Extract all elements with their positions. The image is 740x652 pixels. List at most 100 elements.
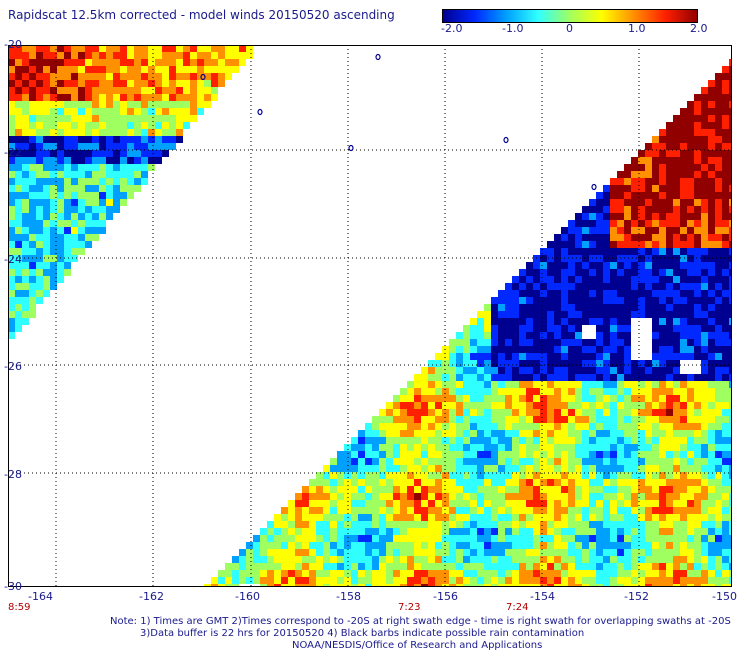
data-cell bbox=[680, 318, 687, 325]
data-cell bbox=[449, 500, 456, 507]
data-cell bbox=[652, 507, 659, 514]
data-cell bbox=[337, 535, 344, 542]
data-cell bbox=[106, 87, 113, 94]
data-cell bbox=[729, 73, 732, 80]
data-cell bbox=[512, 486, 519, 493]
data-cell bbox=[624, 234, 631, 241]
data-cell bbox=[659, 437, 666, 444]
data-cell bbox=[113, 178, 120, 185]
colorbar-tick-label: 0 bbox=[566, 22, 573, 35]
data-cell bbox=[414, 402, 421, 409]
data-cell bbox=[645, 157, 652, 164]
data-cell bbox=[50, 87, 57, 94]
data-cell bbox=[57, 129, 64, 136]
data-cell bbox=[491, 346, 498, 353]
data-cell bbox=[526, 521, 533, 528]
data-cell bbox=[85, 45, 92, 52]
data-cell bbox=[589, 549, 596, 556]
data-cell bbox=[666, 465, 673, 472]
data-cell bbox=[50, 45, 57, 52]
data-cell bbox=[15, 325, 22, 332]
data-cell bbox=[582, 493, 589, 500]
data-cell bbox=[351, 577, 358, 584]
data-cell bbox=[8, 332, 15, 339]
data-cell bbox=[127, 122, 134, 129]
data-cell bbox=[568, 444, 575, 451]
data-cell bbox=[582, 409, 589, 416]
data-cell bbox=[582, 304, 589, 311]
data-cell bbox=[407, 472, 414, 479]
data-cell bbox=[43, 199, 50, 206]
data-cell bbox=[8, 73, 15, 80]
data-cell bbox=[603, 395, 610, 402]
data-cell bbox=[729, 122, 732, 129]
data-cell bbox=[337, 493, 344, 500]
data-cell bbox=[715, 136, 722, 143]
data-cell bbox=[729, 549, 732, 556]
data-cell bbox=[540, 535, 547, 542]
data-cell bbox=[575, 213, 582, 220]
data-cell bbox=[582, 556, 589, 563]
data-cell bbox=[582, 500, 589, 507]
data-cell bbox=[407, 451, 414, 458]
data-cell bbox=[365, 465, 372, 472]
data-cell bbox=[407, 402, 414, 409]
data-cell bbox=[540, 367, 547, 374]
data-cell bbox=[204, 52, 211, 59]
data-cell bbox=[148, 101, 155, 108]
data-cell bbox=[148, 87, 155, 94]
data-cell bbox=[22, 164, 29, 171]
data-cell bbox=[547, 318, 554, 325]
data-cell bbox=[589, 416, 596, 423]
data-cell bbox=[323, 570, 330, 577]
data-cell bbox=[652, 227, 659, 234]
data-cell bbox=[680, 255, 687, 262]
data-cell bbox=[708, 437, 715, 444]
data-cell bbox=[351, 458, 358, 465]
data-cell bbox=[631, 157, 638, 164]
data-cell bbox=[631, 262, 638, 269]
data-cell bbox=[239, 59, 246, 66]
data-cell bbox=[638, 458, 645, 465]
data-cell bbox=[575, 276, 582, 283]
data-cell bbox=[442, 451, 449, 458]
data-cell bbox=[547, 493, 554, 500]
data-cell bbox=[22, 192, 29, 199]
data-cell bbox=[295, 556, 302, 563]
data-cell bbox=[358, 458, 365, 465]
data-cell bbox=[295, 500, 302, 507]
data-cell bbox=[421, 570, 428, 577]
data-cell bbox=[442, 409, 449, 416]
data-cell bbox=[435, 584, 442, 587]
data-cell bbox=[624, 395, 631, 402]
data-cell bbox=[358, 521, 365, 528]
data-cell bbox=[442, 472, 449, 479]
data-cell bbox=[239, 52, 246, 59]
data-cell bbox=[638, 409, 645, 416]
data-cell bbox=[617, 514, 624, 521]
data-cell bbox=[582, 395, 589, 402]
data-cell bbox=[323, 542, 330, 549]
data-cell bbox=[624, 199, 631, 206]
data-cell bbox=[701, 584, 708, 587]
data-cell bbox=[456, 563, 463, 570]
data-cell bbox=[666, 542, 673, 549]
data-cell bbox=[309, 493, 316, 500]
data-cell bbox=[337, 451, 344, 458]
data-cell bbox=[421, 535, 428, 542]
data-cell bbox=[659, 346, 666, 353]
data-cell bbox=[575, 234, 582, 241]
data-cell bbox=[120, 87, 127, 94]
data-cell bbox=[575, 227, 582, 234]
data-cell bbox=[379, 430, 386, 437]
data-cell bbox=[526, 360, 533, 367]
data-cell bbox=[491, 297, 498, 304]
data-cell bbox=[596, 528, 603, 535]
data-cell bbox=[694, 556, 701, 563]
data-cell bbox=[652, 430, 659, 437]
data-cell bbox=[708, 395, 715, 402]
data-cell bbox=[519, 290, 526, 297]
grid-lines bbox=[8, 45, 732, 587]
data-cell bbox=[701, 248, 708, 255]
data-cell bbox=[505, 584, 512, 587]
